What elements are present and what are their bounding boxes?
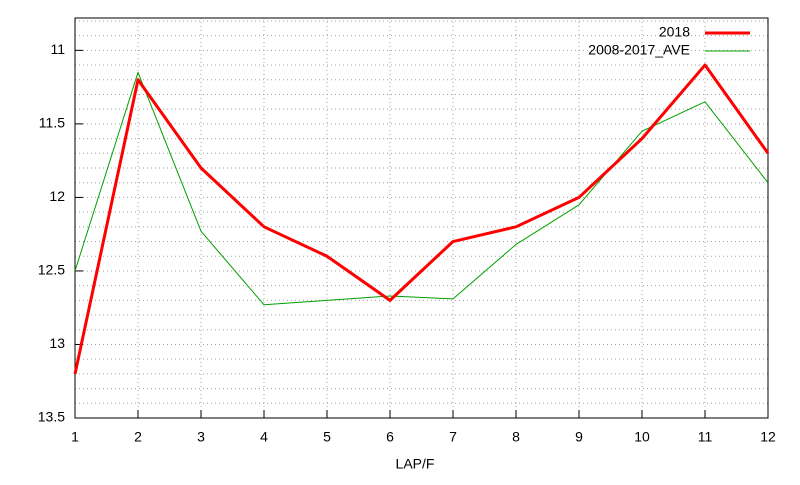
plot-border — [74, 17, 769, 419]
x-tick-label: 8 — [512, 429, 520, 445]
x-tick-label: 12 — [760, 429, 776, 445]
y-tick-label: 12.5 — [38, 262, 65, 278]
legend-label: 2008-2017_AVE — [588, 42, 690, 58]
x-tick-label: 1 — [71, 429, 79, 445]
y-tick-label: 12 — [49, 188, 65, 204]
x-tick-label: 3 — [197, 429, 205, 445]
legend-label: 2018 — [659, 24, 690, 40]
x-tick-label: 6 — [386, 429, 394, 445]
x-tick-label: 2 — [134, 429, 142, 445]
x-tick-label: 4 — [260, 429, 268, 445]
y-tick-label: 11 — [50, 41, 65, 57]
x-tick-label: 10 — [634, 429, 650, 445]
x-axis-label: LAP/F — [396, 456, 435, 472]
x-tick-label: 11 — [698, 429, 713, 445]
y-tick-label: 13.5 — [38, 409, 65, 425]
x-tick-label: 7 — [449, 429, 457, 445]
series-line — [73, 63, 770, 375]
y-tick-label: 13 — [49, 335, 65, 351]
x-tick-label: 9 — [575, 429, 583, 445]
x-tick-label: 5 — [323, 429, 331, 445]
y-tick-label: 11.5 — [39, 115, 65, 131]
